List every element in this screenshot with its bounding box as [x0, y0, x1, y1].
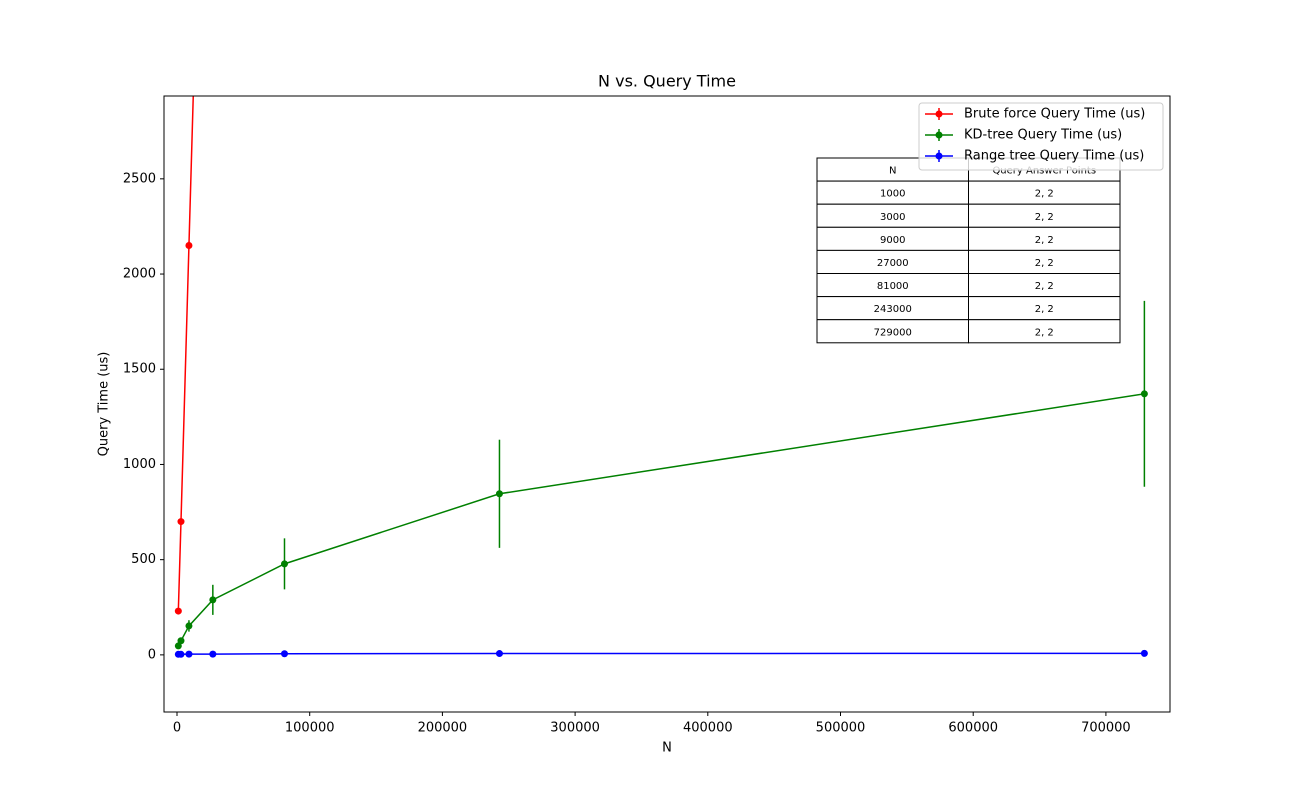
table-text: 243000 [874, 304, 912, 315]
x-axis-label: N [662, 741, 672, 756]
data-point [185, 622, 193, 630]
data-point [1140, 390, 1148, 398]
legend-box [918, 102, 1164, 171]
x-tick-label: 0 [173, 721, 181, 736]
data-point [209, 650, 217, 658]
legend-label: Brute force Query Time (us) [964, 107, 1145, 122]
table-text: 2, 2 [1035, 327, 1054, 338]
table-text: 2, 2 [1035, 212, 1054, 223]
x-tick-label: 600000 [948, 721, 998, 736]
y-tick-label: 1000 [123, 457, 156, 472]
data-table: N Query Answer Points 1000 2, 2 3000 2, 2 9000… [816, 157, 1121, 344]
table-text: N [889, 166, 896, 177]
table-text: 2, 2 [1035, 304, 1054, 315]
y-tick-label: 0 [148, 647, 156, 662]
table-text: 81000 [877, 281, 909, 292]
data-point [209, 596, 217, 604]
table-text: 729000 [874, 327, 912, 338]
y-tick-label: 2000 [123, 267, 156, 282]
x-tick-label: 300000 [550, 721, 600, 736]
x-tick-label: 400000 [683, 721, 733, 736]
chart-title: N vs. Query Time [598, 72, 736, 91]
series-line [178, 652, 1145, 656]
table-cell [968, 319, 1121, 344]
data-point [174, 642, 182, 650]
x-tick-label: 500000 [816, 721, 866, 736]
y-tick-label: 500 [131, 552, 156, 567]
data-point [177, 650, 185, 658]
table-text: 2, 2 [1035, 281, 1054, 292]
data-point [1140, 649, 1148, 657]
legend-marker [935, 131, 943, 139]
table-text: 2, 2 [1035, 235, 1054, 246]
data-point [177, 518, 185, 526]
y-tick-label: 2500 [123, 171, 156, 186]
y-tick-label: 1500 [123, 362, 156, 377]
x-tick-label: 700000 [1081, 721, 1131, 736]
series-line [177, 393, 1145, 647]
plot-frame [163, 95, 1171, 713]
data-point [174, 607, 182, 615]
legend-label: Range tree Query Time (us) [964, 149, 1144, 164]
plot-area [174, 96, 1148, 658]
legend: Brute force Query Time (us) KD-tree Query… [918, 102, 1164, 171]
data-point [280, 560, 288, 568]
table-text: 9000 [880, 235, 905, 246]
table-text: 1000 [880, 189, 905, 200]
x-tick-label: 200000 [418, 721, 468, 736]
table-text: 27000 [877, 258, 909, 269]
table-text: Query Answer Points [992, 166, 1096, 177]
data-point [280, 650, 288, 658]
legend-label: KD-tree Query Time (us) [964, 128, 1122, 143]
data-point [185, 241, 193, 249]
y-axis-label: Query Time (us) [97, 352, 112, 457]
data-point [177, 637, 185, 645]
table-text: 3000 [880, 212, 905, 223]
table-text: 2, 2 [1035, 258, 1054, 269]
data-point [495, 490, 503, 498]
data-point [185, 650, 193, 658]
x-tick-label: 100000 [285, 721, 335, 736]
legend-marker [935, 110, 943, 118]
legend-marker [935, 152, 943, 160]
table-text: 2, 2 [1035, 189, 1054, 200]
data-point [495, 650, 503, 658]
